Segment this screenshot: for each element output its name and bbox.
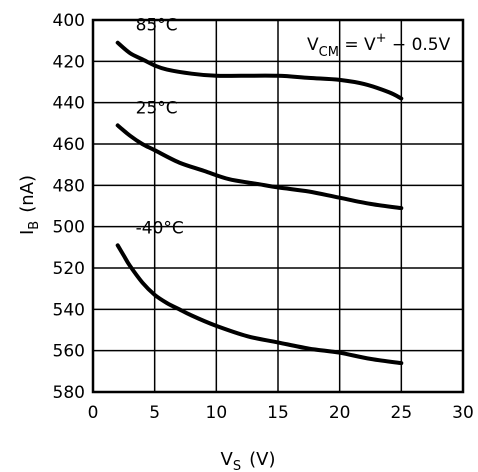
- plot-frame: [91, 18, 465, 394]
- x-tick-labels: 0 5 10 15 20 25 30: [88, 403, 474, 423]
- x-axis-title: VS (V): [221, 449, 276, 472]
- series-label-85c: 85°C: [136, 16, 178, 36]
- y-tick-label: 440: [53, 94, 85, 114]
- y-tick-label: 500: [53, 218, 85, 238]
- y-tick-label: 540: [53, 300, 85, 320]
- y-tick-label: 520: [53, 259, 85, 279]
- series-label-minus40c: -40°C: [136, 218, 184, 238]
- series-line-25c: [115, 123, 404, 211]
- x-tick-label: 15: [267, 403, 289, 423]
- y-tick-labels: 400 420 440 460 480 500 520 540 560 580: [53, 11, 85, 403]
- y-axis-title: IB(nA): [17, 175, 42, 235]
- x-tick-label: 30: [452, 403, 474, 423]
- y-tick-label: 560: [53, 342, 85, 362]
- series-line-85c: [115, 40, 404, 101]
- x-tick-label: 0: [88, 403, 99, 423]
- series-label-25c: 25°C: [136, 98, 178, 118]
- series-labels: 85°C 25°C -40°C: [136, 16, 184, 239]
- series-layer: [115, 40, 404, 366]
- y-tick-label: 480: [53, 176, 85, 196]
- y-tick-label: 460: [53, 135, 85, 155]
- vcm-annotation: VCM = V+ − 0.5V: [307, 31, 451, 60]
- x-tick-label: 25: [391, 403, 413, 423]
- y-tick-label: 400: [53, 11, 85, 31]
- y-tick-label: 420: [53, 52, 85, 72]
- y-tick-label: 580: [53, 383, 85, 403]
- x-tick-label: 20: [329, 403, 351, 423]
- series-line-minus40c: [115, 243, 404, 366]
- x-tick-label: 10: [206, 403, 228, 423]
- x-tick-label: 5: [149, 403, 160, 423]
- grid: [93, 20, 463, 392]
